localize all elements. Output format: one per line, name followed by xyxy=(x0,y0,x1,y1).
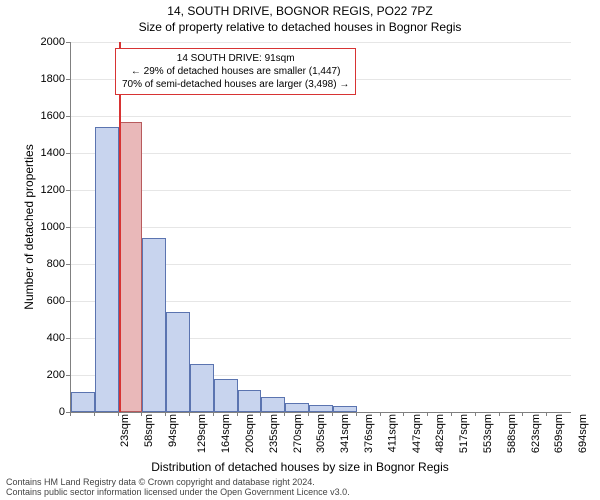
ytick-mark xyxy=(66,116,70,117)
xtick-mark xyxy=(70,412,71,416)
bar xyxy=(238,390,262,412)
ytick-mark xyxy=(66,227,70,228)
ytick-label: 800 xyxy=(5,258,65,270)
bar xyxy=(142,238,166,412)
ytick-label: 0 xyxy=(5,406,65,418)
bar xyxy=(166,312,190,412)
ytick-mark xyxy=(66,79,70,80)
ytick-mark xyxy=(66,264,70,265)
xtick-mark xyxy=(499,412,500,416)
bar xyxy=(214,379,238,412)
xtick-label: 270sqm xyxy=(292,414,304,453)
ytick-mark xyxy=(66,42,70,43)
ytick-mark xyxy=(66,190,70,191)
xtick-label: 129sqm xyxy=(196,414,208,453)
xtick-mark xyxy=(451,412,452,416)
ytick-label: 2000 xyxy=(5,36,65,48)
xtick-mark xyxy=(308,412,309,416)
xtick-mark xyxy=(403,412,404,416)
xtick-label: 164sqm xyxy=(220,414,232,453)
xtick-mark xyxy=(189,412,190,416)
gridline xyxy=(71,42,571,43)
info-line-2: ← 29% of detached houses are smaller (1,… xyxy=(122,65,349,78)
xtick-mark xyxy=(356,412,357,416)
plot-area xyxy=(70,42,571,413)
xtick-mark xyxy=(165,412,166,416)
xtick-label: 623sqm xyxy=(530,414,542,453)
footer-line-2: Contains public sector information licen… xyxy=(6,488,350,498)
ytick-label: 1000 xyxy=(5,221,65,233)
xtick-mark xyxy=(475,412,476,416)
xtick-label: 588sqm xyxy=(506,414,518,453)
ytick-label: 400 xyxy=(5,332,65,344)
ytick-label: 1200 xyxy=(5,184,65,196)
xtick-mark xyxy=(380,412,381,416)
attribution-footer: Contains HM Land Registry data © Crown c… xyxy=(6,478,350,498)
xtick-mark xyxy=(118,412,119,416)
info-line-3: 70% of semi-detached houses are larger (… xyxy=(122,78,349,91)
ytick-label: 200 xyxy=(5,369,65,381)
xtick-label: 305sqm xyxy=(316,414,328,453)
xtick-mark xyxy=(260,412,261,416)
xtick-mark xyxy=(546,412,547,416)
gridline xyxy=(71,190,571,191)
xtick-mark xyxy=(237,412,238,416)
bar-highlight xyxy=(119,122,143,412)
xtick-label: 341sqm xyxy=(339,414,351,453)
xtick-label: 553sqm xyxy=(482,414,494,453)
x-axis-label: Distribution of detached houses by size … xyxy=(0,460,600,474)
histogram-chart: 14, SOUTH DRIVE, BOGNOR REGIS, PO22 7PZ … xyxy=(0,0,600,500)
chart-sub-title: Size of property relative to detached ho… xyxy=(0,20,600,34)
xtick-label: 376sqm xyxy=(363,414,375,453)
xtick-label: 235sqm xyxy=(268,414,280,453)
xtick-mark xyxy=(332,412,333,416)
ytick-mark xyxy=(66,375,70,376)
xtick-mark xyxy=(213,412,214,416)
xtick-label: 94sqm xyxy=(167,414,179,447)
xtick-label: 447sqm xyxy=(411,414,423,453)
info-line-1: 14 SOUTH DRIVE: 91sqm xyxy=(122,52,349,65)
chart-super-title: 14, SOUTH DRIVE, BOGNOR REGIS, PO22 7PZ xyxy=(0,4,600,18)
ytick-mark xyxy=(66,338,70,339)
gridline xyxy=(71,116,571,117)
ytick-label: 1600 xyxy=(5,110,65,122)
xtick-label: 694sqm xyxy=(577,414,589,453)
ytick-label: 1800 xyxy=(5,73,65,85)
ytick-label: 600 xyxy=(5,295,65,307)
xtick-label: 411sqm xyxy=(386,414,398,452)
bar xyxy=(95,127,119,412)
bar xyxy=(333,406,357,412)
bar xyxy=(285,403,309,412)
xtick-mark xyxy=(141,412,142,416)
bar xyxy=(71,392,95,412)
xtick-mark xyxy=(284,412,285,416)
xtick-label: 482sqm xyxy=(435,414,447,453)
gridline xyxy=(71,153,571,154)
ytick-mark xyxy=(66,153,70,154)
xtick-mark xyxy=(427,412,428,416)
gridline xyxy=(71,227,571,228)
reference-vline xyxy=(119,42,121,412)
xtick-mark xyxy=(94,412,95,416)
bar xyxy=(190,364,214,412)
xtick-label: 23sqm xyxy=(119,414,131,447)
ytick-label: 1400 xyxy=(5,147,65,159)
bar xyxy=(261,397,285,412)
ytick-mark xyxy=(66,301,70,302)
highlight-info-box: 14 SOUTH DRIVE: 91sqm ← 29% of detached … xyxy=(115,48,356,95)
xtick-label: 58sqm xyxy=(143,414,155,447)
bar xyxy=(309,405,333,412)
xtick-label: 200sqm xyxy=(244,414,256,453)
xtick-label: 517sqm xyxy=(458,414,470,453)
xtick-mark xyxy=(522,412,523,416)
xtick-label: 659sqm xyxy=(554,414,566,453)
